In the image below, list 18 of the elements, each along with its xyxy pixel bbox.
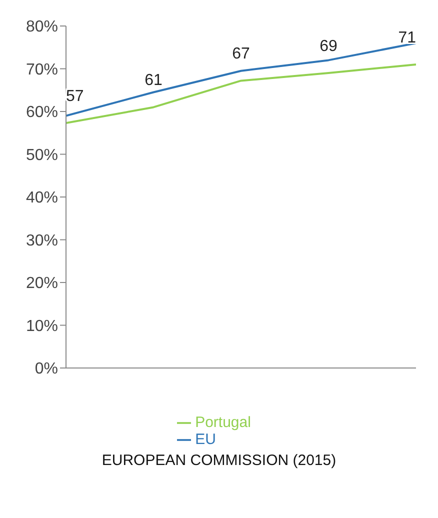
data-label: 57 [66, 88, 84, 106]
y-tick-label: 10% [26, 318, 58, 335]
y-tick-label: 30% [26, 232, 58, 250]
line-series [66, 63, 416, 124]
text: EUROPEAN COMMISSION (2015) [100, 452, 338, 469]
y-tick-label: 0% [34, 360, 58, 378]
y-tick-label: 50% [26, 146, 58, 164]
data-label: 61 [144, 72, 162, 90]
data-label: 67 [232, 46, 250, 63]
y-tick-label: 40% [26, 190, 58, 207]
legend-label: Portugal [195, 414, 251, 431]
legend-label: EU [195, 431, 216, 448]
data-label: 69 [320, 38, 338, 56]
data-label: 71 [398, 29, 416, 46]
y-tick-label: 20% [26, 275, 58, 292]
y-tick-label: 80% [26, 18, 58, 36]
y-tick-label: 60% [26, 104, 58, 122]
y-tick-label: 70% [26, 61, 58, 78]
